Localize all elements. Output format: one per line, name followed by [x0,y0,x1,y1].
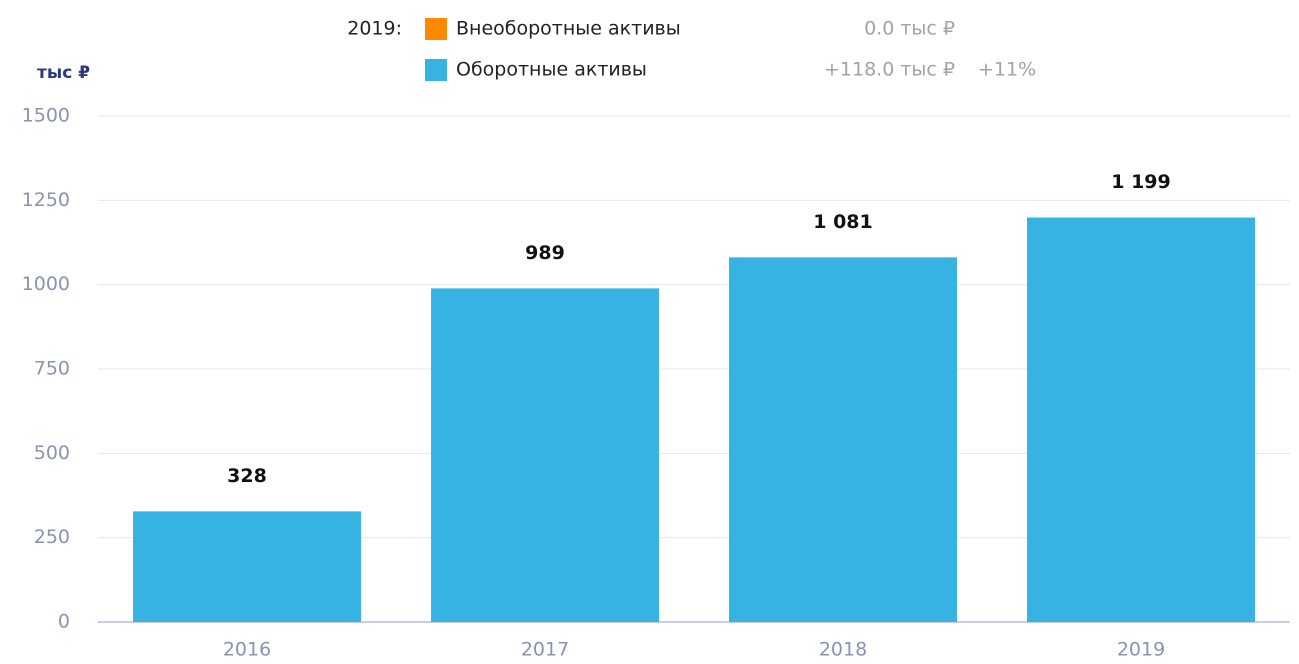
value-label: 1 081 [813,211,873,233]
y-tick-label: 0 [58,611,70,633]
y-tick-label: 1500 [22,105,70,127]
y-tick-label: 1250 [22,189,70,211]
y-tick-label: 250 [34,526,70,548]
y-unit-label: тыс ₽ [37,63,90,83]
legend-change: +118.0 тыс ₽ [824,59,955,81]
y-tick-label: 750 [34,358,70,380]
legend-swatch [425,59,447,81]
legend-change: 0.0 тыс ₽ [864,18,955,40]
x-tick-label: 2018 [819,639,867,661]
x-tick-label: 2019 [1117,639,1165,661]
bar [729,257,957,622]
value-label: 989 [525,242,565,264]
x-tick-label: 2016 [223,639,271,661]
bar [431,288,659,622]
y-tick-label: 500 [34,442,70,464]
y-tick-label: 1000 [22,273,70,295]
legend-period: 2019: [347,18,402,40]
value-label: 328 [227,465,267,487]
legend-label: Внеоборотные активы [456,18,681,40]
legend-swatch [425,18,447,40]
bar [133,511,361,622]
legend-label: Оборотные активы [456,59,647,81]
x-tick-label: 2017 [521,639,569,661]
value-label: 1 199 [1111,171,1171,193]
legend-change-pct: +11% [978,59,1036,81]
bar [1027,217,1255,622]
